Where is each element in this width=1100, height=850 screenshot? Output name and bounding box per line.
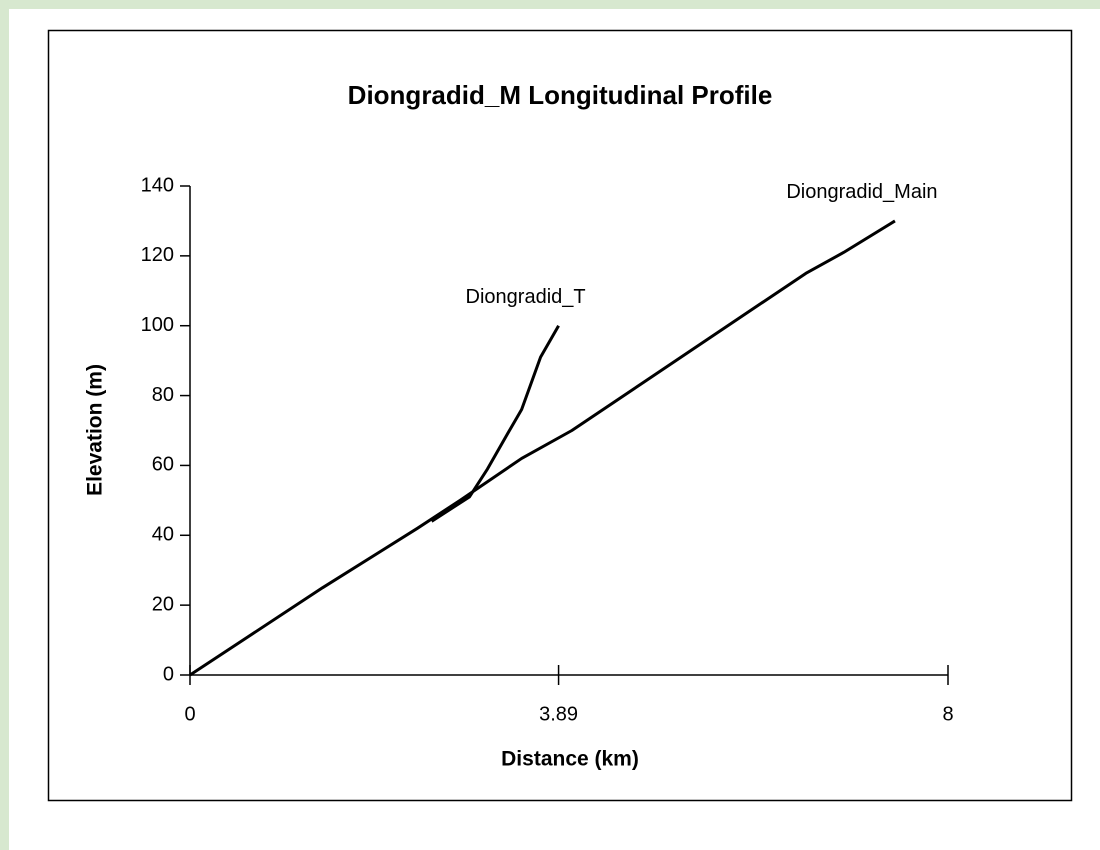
y-tick-label: 140 — [141, 174, 174, 196]
y-tick-label: 60 — [152, 454, 174, 476]
y-tick-label: 80 — [152, 384, 174, 406]
x-tick-label: 3.89 — [539, 703, 578, 725]
series-label: Diongradid_T — [466, 286, 586, 308]
y-tick-label: 20 — [152, 593, 174, 615]
series-label: Diongradid_Main — [786, 181, 937, 203]
frame-top — [0, 0, 1100, 9]
x-axis-label: Distance (km) — [501, 748, 639, 771]
chart-border — [47, 29, 1073, 802]
chart-title: Diongradid_M Longitudinal Profile — [348, 80, 773, 110]
series-line — [189, 219, 896, 677]
y-axis-label: Elevation (m) — [84, 364, 107, 496]
y-tick-label: 120 — [141, 244, 174, 266]
y-tick-label: 40 — [152, 524, 174, 546]
y-tick-label: 0 — [163, 663, 174, 685]
series-line — [430, 324, 560, 523]
x-tick-label: 8 — [942, 703, 953, 725]
x-tick-label: 0 — [184, 703, 195, 725]
y-tick-label: 100 — [141, 314, 174, 336]
frame-left — [0, 0, 9, 850]
